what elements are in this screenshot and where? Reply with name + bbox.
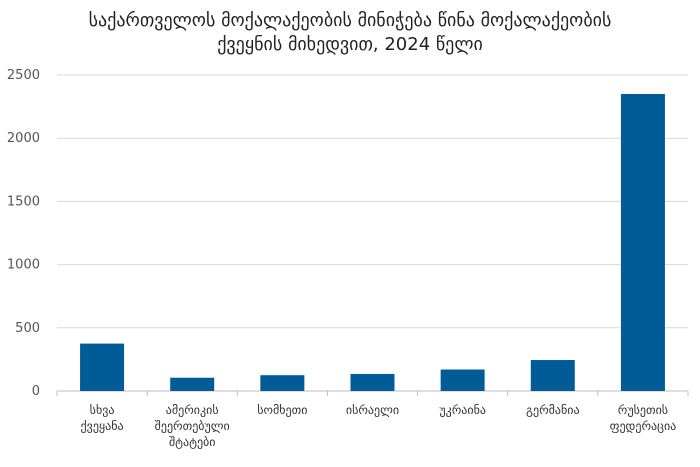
bar [170, 377, 215, 391]
bar [350, 373, 395, 391]
x-category-label: გერმანია [526, 403, 580, 417]
x-category-label: სომხეთი [257, 403, 307, 417]
y-tick-label: 2500 [7, 68, 40, 83]
bar [80, 343, 125, 391]
x-category-label: სხვა [90, 403, 115, 417]
chart-title-line-1: საქართველოს მოქალაქეობის მინიჭება წინა მ… [88, 10, 612, 31]
x-category-label: უკრაინა [439, 403, 486, 417]
y-tick-label: 1500 [7, 194, 40, 209]
x-category-label: ქვეყანა [81, 419, 124, 433]
y-tick-label: 1000 [7, 258, 40, 273]
y-tick-label: 0 [32, 384, 40, 399]
x-category-label: შტატები [169, 435, 216, 449]
x-category-label: ამერიკის [166, 403, 219, 417]
bar [260, 375, 305, 391]
x-category-label: ისრაელი [346, 403, 399, 417]
x-category-label: შეერთებული [155, 419, 230, 433]
y-tick-label: 2000 [7, 131, 40, 146]
y-tick-label: 500 [15, 321, 40, 336]
chart-title-line-2: ქვეყნის მიხედვით, 2024 წელი [217, 34, 483, 55]
bar [440, 369, 485, 391]
x-category-label: ფედერაცია [610, 419, 677, 433]
bar [530, 360, 575, 391]
bar [620, 93, 665, 392]
x-category-label: რუსეთის [618, 403, 668, 417]
